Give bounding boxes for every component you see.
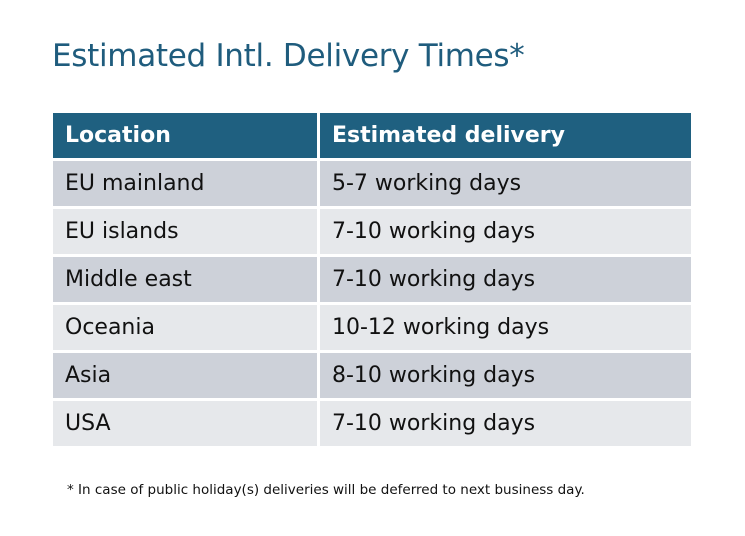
location-cell: Middle east (53, 257, 317, 302)
location-cell: Oceania (53, 305, 317, 350)
footnote: * In case of public holiday(s) deliverie… (67, 482, 585, 498)
table-row: USA 7-10 working days (53, 401, 691, 446)
table-row: Middle east 7-10 working days (53, 257, 691, 302)
delivery-cell: 8-10 working days (320, 353, 691, 398)
location-cell: Asia (53, 353, 317, 398)
table-row: Asia 8-10 working days (53, 353, 691, 398)
delivery-cell: 5-7 working days (320, 161, 691, 206)
table-header: Location Estimated delivery (53, 113, 691, 158)
location-cell: EU islands (53, 209, 317, 254)
delivery-cell: 7-10 working days (320, 209, 691, 254)
header-estimated-delivery: Estimated delivery (320, 113, 691, 158)
delivery-cell: 10-12 working days (320, 305, 691, 350)
delivery-table: Location Estimated delivery EU mainland … (53, 113, 691, 449)
delivery-cell: 7-10 working days (320, 401, 691, 446)
delivery-cell: 7-10 working days (320, 257, 691, 302)
page-title: Estimated Intl. Delivery Times* (52, 38, 525, 74)
header-location: Location (53, 113, 317, 158)
table-row: EU mainland 5-7 working days (53, 161, 691, 206)
table-row: EU islands 7-10 working days (53, 209, 691, 254)
location-cell: EU mainland (53, 161, 317, 206)
location-cell: USA (53, 401, 317, 446)
table-row: Oceania 10-12 working days (53, 305, 691, 350)
